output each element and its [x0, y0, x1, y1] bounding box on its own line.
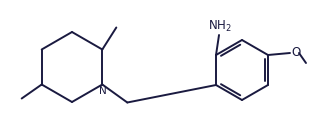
- Text: N: N: [100, 86, 107, 95]
- Text: O: O: [291, 46, 300, 60]
- Text: NH$_2$: NH$_2$: [208, 19, 232, 34]
